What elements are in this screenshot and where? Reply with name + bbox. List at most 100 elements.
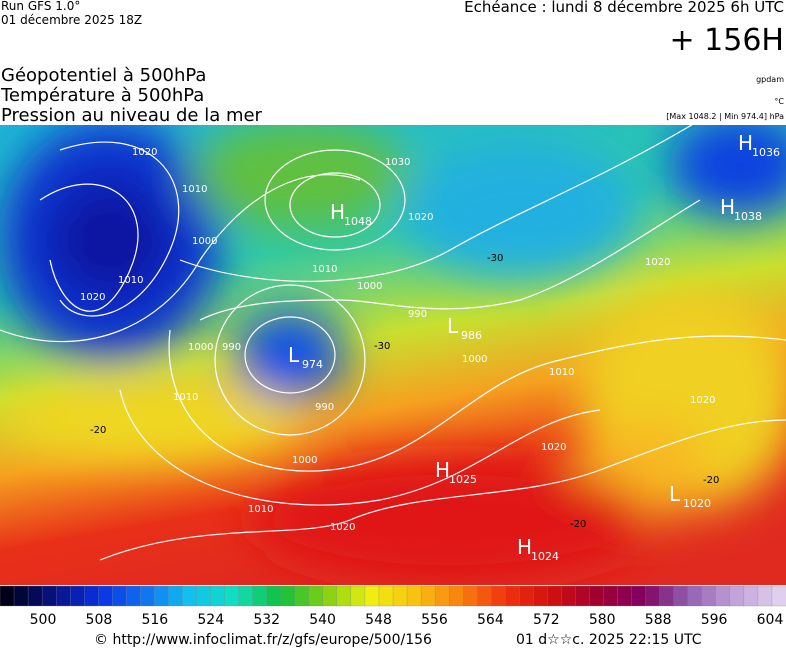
colorbar-swatch xyxy=(280,585,296,607)
colorbar-swatch xyxy=(406,585,422,607)
colorbar-swatch xyxy=(41,585,57,607)
source: © http://www.infoclimat.fr/z/gfs/europe/… xyxy=(94,632,432,648)
isobar-label: 1020 xyxy=(80,292,105,303)
colorbar-swatch xyxy=(308,585,324,607)
colorbar-swatch xyxy=(771,585,786,607)
colorbar-swatch xyxy=(98,585,113,607)
center-letter: H xyxy=(738,131,753,155)
isobar-label: 1020 xyxy=(408,212,433,223)
center-letter: H xyxy=(517,535,532,559)
unit: °C xyxy=(774,97,784,106)
colorbar-swatch xyxy=(182,585,198,607)
colorbar-swatch xyxy=(463,585,478,607)
center-value: 1024 xyxy=(531,550,559,563)
colorbar-swatch xyxy=(729,585,745,607)
colorbar-swatch xyxy=(645,585,661,607)
colorbar-swatch xyxy=(533,585,549,607)
temp-label: -20 xyxy=(703,475,719,486)
center-value: 1020 xyxy=(683,497,711,510)
colorbar-swatch xyxy=(55,585,71,607)
isobar-label: 1010 xyxy=(549,367,574,378)
colorbar-swatch xyxy=(210,585,226,607)
field: Géopotentiel à 500hPa xyxy=(1,65,206,86)
colorbar-swatch xyxy=(519,585,535,607)
center-letter: H xyxy=(720,195,735,219)
colorbar-swatch xyxy=(168,585,184,607)
colorbar-swatch xyxy=(392,585,408,607)
colorbar-swatch xyxy=(743,585,759,607)
colorbar-swatch xyxy=(266,585,282,607)
colorbar-swatch xyxy=(84,585,99,607)
colorbar-swatch xyxy=(491,585,506,607)
colorbar-swatch xyxy=(322,585,338,607)
colorbar-swatch xyxy=(603,585,619,607)
colorbar-swatch xyxy=(336,585,352,607)
colorbar-swatch xyxy=(350,585,366,607)
colorbar-swatch xyxy=(631,585,647,607)
colorbar-swatch xyxy=(112,585,127,607)
isobar-label: 1010 xyxy=(173,392,198,403)
colorbar-label: 588 xyxy=(645,612,672,628)
isobar-label: 1010 xyxy=(248,504,273,515)
isobar-label: 1030 xyxy=(385,157,410,168)
colorbar-swatch xyxy=(0,585,15,607)
colorbar-swatch xyxy=(378,585,394,607)
echeance: Echéance : lundi 8 décembre 2025 6h UTC xyxy=(464,0,784,16)
colorbar-label: 564 xyxy=(477,612,504,628)
isobar-label: 1020 xyxy=(132,147,157,158)
isobar-label: 1020 xyxy=(541,442,566,453)
colorbar-label: 516 xyxy=(141,612,168,628)
colorbar-swatch xyxy=(547,585,563,607)
colorbar-label: 540 xyxy=(309,612,336,628)
colorbar-swatch xyxy=(364,585,380,607)
run-date: 01 décembre 2025 18Z xyxy=(1,13,142,27)
colorbar-label: 604 xyxy=(757,612,784,628)
colorbar-label: 500 xyxy=(30,612,57,628)
colorbar-swatch xyxy=(659,585,675,607)
colorbar-swatch xyxy=(673,585,689,607)
colorbar-swatch xyxy=(70,585,85,607)
colorbar-swatch xyxy=(140,585,156,607)
colorbar-swatch xyxy=(701,585,717,607)
isobars xyxy=(0,125,786,561)
colorbar-swatch xyxy=(420,585,436,607)
stamp: 01 d☆☆c. 2025 22:15 UTC xyxy=(516,632,702,648)
colorbar-label: 524 xyxy=(197,612,224,628)
colorbar-swatch xyxy=(757,585,773,607)
center-letter: H xyxy=(330,200,345,224)
isobar-label: 1000 xyxy=(192,236,217,247)
colorbar-swatch xyxy=(477,585,492,607)
isobar-label: 990 xyxy=(222,342,241,353)
center-value: 1048 xyxy=(344,215,372,228)
isobar-label: 1000 xyxy=(292,455,317,466)
isobar-label: 1010 xyxy=(182,184,207,195)
isobar-label: 1020 xyxy=(690,395,715,406)
colorbar-swatch xyxy=(196,585,212,607)
colorbar-label: 596 xyxy=(701,612,728,628)
colorbar-swatch xyxy=(126,585,142,607)
unit: gpdam xyxy=(756,75,784,84)
isobar-label: 990 xyxy=(408,309,427,320)
isobar-label: 1000 xyxy=(188,342,213,353)
colorbar-swatch xyxy=(294,585,310,607)
center-value: 1025 xyxy=(449,473,477,486)
colorbar-swatch xyxy=(589,585,605,607)
colorbar-label: 548 xyxy=(365,612,392,628)
center-letter: L xyxy=(447,314,459,338)
temp-label: -30 xyxy=(374,341,390,352)
colorbar-swatch xyxy=(687,585,703,607)
colorbar-swatch xyxy=(505,585,520,607)
isobar-label: 990 xyxy=(315,402,334,413)
map xyxy=(0,125,786,585)
lead-time: + 156H xyxy=(670,23,785,58)
colorbar-swatch xyxy=(154,585,170,607)
isobar-label: 1000 xyxy=(462,354,487,365)
isobar-label: 1020 xyxy=(330,522,355,533)
center-letter: H xyxy=(435,458,450,482)
colorbar-swatch xyxy=(715,585,731,607)
colorbar-swatch xyxy=(561,585,577,607)
unit: [Max 1048.2 | Min 974.4] hPa xyxy=(666,112,784,121)
colorbar-label: 572 xyxy=(533,612,560,628)
temp-label: -30 xyxy=(487,253,503,264)
